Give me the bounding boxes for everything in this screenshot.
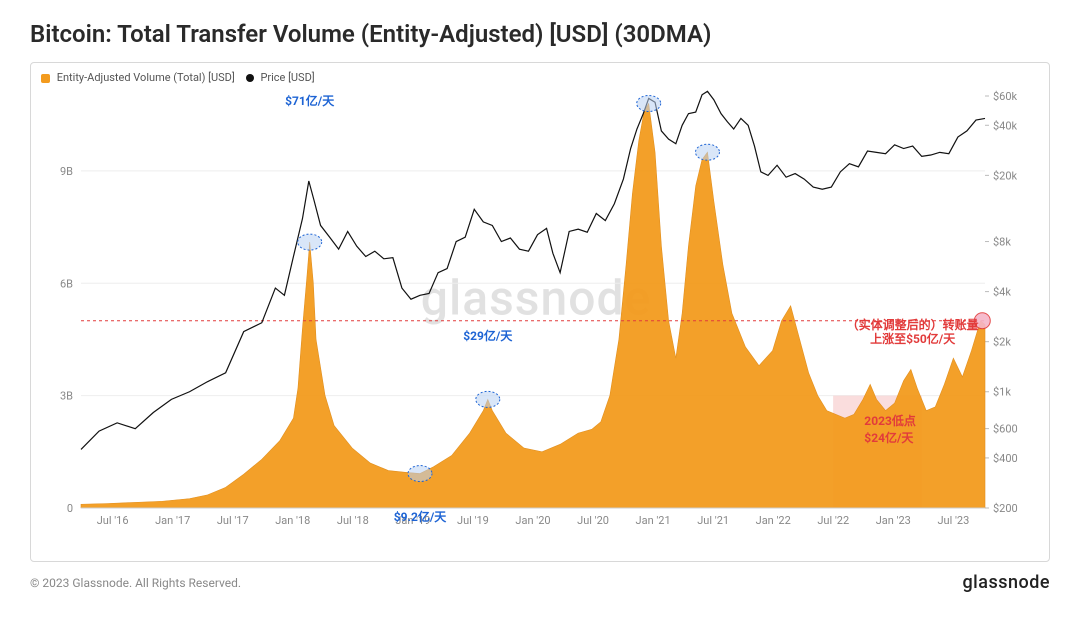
svg-text:0: 0 xyxy=(67,502,73,515)
svg-text:Jul '17: Jul '17 xyxy=(217,514,249,527)
chart-title: Bitcoin: Total Transfer Volume (Entity-A… xyxy=(30,20,1050,48)
svg-text:Jan '17: Jan '17 xyxy=(155,514,190,527)
copyright-text: © 2023 Glassnode. All Rights Reserved. xyxy=(30,576,241,590)
svg-text:Jan '22: Jan '22 xyxy=(756,514,791,527)
svg-text:Jul '19: Jul '19 xyxy=(457,514,489,527)
annotation-a92: $9.2亿/天 xyxy=(394,508,447,525)
svg-text:$600: $600 xyxy=(993,423,1018,436)
svg-text:$60k: $60k xyxy=(993,90,1018,103)
svg-text:Jul '18: Jul '18 xyxy=(337,514,369,527)
svg-text:$8k: $8k xyxy=(993,236,1011,249)
svg-text:Jul '16: Jul '16 xyxy=(97,514,129,527)
legend-label-price: Price [USD] xyxy=(260,71,314,84)
legend-label-volume: Entity-Adjusted Volume (Total) [USD] xyxy=(57,71,235,84)
svg-text:$40k: $40k xyxy=(993,119,1018,132)
annotation-a71: $71亿/天 xyxy=(285,92,334,109)
brand-logo: glassnode xyxy=(962,572,1050,593)
svg-text:3B: 3B xyxy=(60,390,73,403)
annotation-apink: （实体调整后的）转账量上涨至$50亿/天 xyxy=(847,318,979,347)
chart-svg: 0 3B 6B 9B $200 $400 $600 $1k $2k $4k $8k $20k $40k $… xyxy=(41,86,1031,536)
chart-container: Entity-Adjusted Volume (Total) [USD] Pri… xyxy=(30,62,1050,562)
svg-text:9B: 9B xyxy=(60,165,73,178)
svg-text:$400: $400 xyxy=(993,452,1018,465)
svg-text:$200: $200 xyxy=(993,502,1018,515)
svg-text:$2k: $2k xyxy=(993,336,1011,349)
annotation-a2023: 2023低点$24亿/天 xyxy=(864,412,916,446)
svg-text:Jan '20: Jan '20 xyxy=(515,514,550,527)
svg-text:$1k: $1k xyxy=(993,386,1011,399)
svg-text:6B: 6B xyxy=(60,277,73,290)
svg-text:Jul '21: Jul '21 xyxy=(697,514,729,527)
svg-text:Jul '23: Jul '23 xyxy=(937,514,969,527)
svg-text:Jan '23: Jan '23 xyxy=(876,514,911,527)
chart-plot: glassnode 03B6B9B$200$400$600$1k$2k$4k$8… xyxy=(41,86,1031,536)
annotation-a29: $29亿/天 xyxy=(463,327,512,344)
legend-swatch-volume xyxy=(41,74,50,83)
svg-text:Jul '22: Jul '22 xyxy=(817,514,849,527)
legend: Entity-Adjusted Volume (Total) [USD] Pri… xyxy=(41,71,1039,84)
svg-text:Jul '20: Jul '20 xyxy=(577,514,609,527)
svg-text:$20k: $20k xyxy=(993,169,1018,182)
svg-text:$4k: $4k xyxy=(993,286,1011,299)
legend-swatch-price xyxy=(246,74,254,82)
svg-text:Jan '18: Jan '18 xyxy=(275,514,310,527)
svg-text:Jan '21: Jan '21 xyxy=(636,514,671,527)
